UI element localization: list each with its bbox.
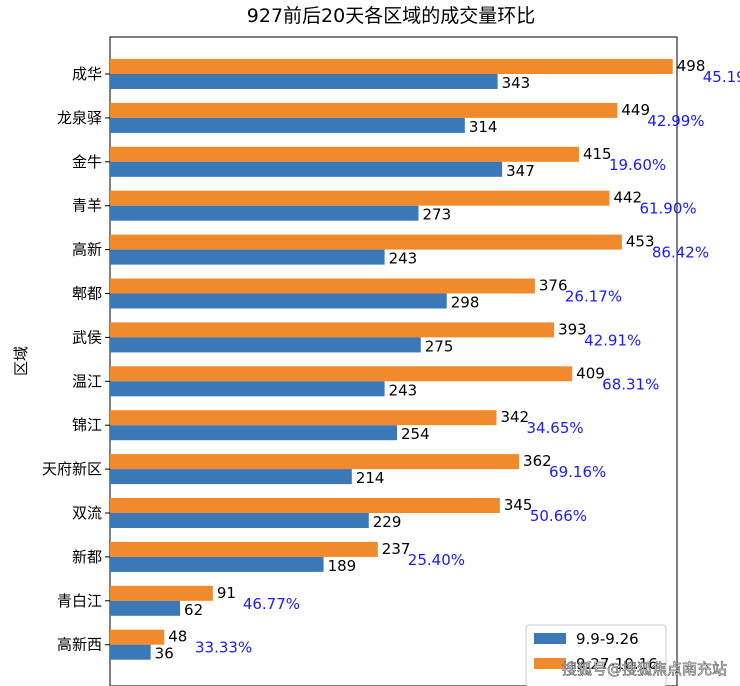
ratio-label: 33.33% [195,639,252,657]
y-tick-label: 高新西 [57,636,102,654]
data-label-series-2: 237 [382,540,411,558]
plot-frame [109,36,678,686]
data-label-series-2: 91 [217,584,236,602]
data-label-series-1: 214 [356,469,385,487]
bar-series-2 [110,190,610,206]
bar-series-2 [110,146,579,162]
bar-series-2 [110,59,673,74]
bar-series-2 [110,498,500,513]
ratio-label: 86.42% [652,244,709,262]
data-label-series-1: 347 [506,162,535,180]
legend: 9.9-9.26 9.27-10.16 [525,624,667,686]
data-label-series-1: 189 [328,557,357,575]
bar-series-1 [110,556,324,572]
y-tick-label: 武侯 [72,328,102,346]
bar-series-1 [110,337,421,353]
ratio-label: 34.65% [526,419,583,437]
data-label-series-2: 393 [558,320,587,338]
data-label-series-1: 243 [389,250,418,268]
bar-series-1 [110,74,498,89]
bar-series-1 [110,293,447,309]
y-tick-label: 新都 [72,548,102,566]
ratio-label: 69.16% [549,463,606,481]
bar-series-1 [110,425,398,441]
y-axis-label: 区域 [12,346,30,376]
ratio-label: 68.31% [602,375,659,393]
bar-series-1 [110,381,385,397]
ratio-label: 45.19% [703,68,740,86]
y-tick-label: 金牛 [72,153,102,171]
bar-series-2 [110,410,497,426]
data-label-series-2: 376 [539,277,568,295]
y-tick-label: 双流 [72,504,102,522]
data-label-series-1: 275 [425,337,454,355]
bar-series-2 [110,541,378,557]
value-labels: 498 343 45.19% 449 314 42.99% 415 347 19.60% 442 2… [155,57,740,663]
data-label-series-2: 442 [613,189,642,207]
bar-series-1 [110,600,181,616]
bar-series-2 [110,322,555,338]
bars [110,59,673,660]
data-label-series-2: 48 [168,628,187,646]
bar-series-1 [110,249,385,265]
data-label-series-1: 36 [155,645,174,663]
data-label-series-2: 362 [523,452,552,470]
data-label-series-1: 273 [422,206,451,224]
ratio-label: 42.91% [584,331,641,349]
ratio-label: 25.40% [408,551,465,569]
bar-series-2 [110,278,535,294]
y-tick-label: 龙泉驿 [57,109,102,127]
ratio-label: 19.60% [609,156,666,174]
data-label-series-2: 449 [621,101,650,119]
data-label-series-1: 314 [469,118,498,136]
bar-series-1 [110,469,352,485]
data-label-series-2: 409 [576,364,605,382]
bar-series-1 [110,161,503,177]
bar-series-2 [110,629,165,645]
ratio-label: 42.99% [647,112,704,130]
data-label-series-2: 453 [626,233,655,251]
y-tick-label: 高新 [72,241,102,259]
data-label-series-1: 62 [184,601,203,619]
y-tick-label: 郫都 [72,285,102,303]
ratio-label: 50.66% [530,507,587,525]
data-label-series-1: 343 [502,74,531,92]
data-label-series-2: 498 [677,57,706,75]
legend-label-series-2: 9.27-10.16 [576,655,658,673]
data-label-series-1: 254 [401,425,430,443]
legend-swatch-series-1 [534,633,566,644]
chart-title: 927前后20天各区域的成交量环比 [247,5,535,27]
bar-series-2 [110,366,573,382]
legend-swatch-series-2 [534,658,566,669]
data-label-series-1: 229 [373,513,402,531]
bar-series-2 [110,585,213,601]
data-label-series-1: 298 [451,294,480,312]
bar-series-1 [110,644,151,660]
data-label-series-2: 415 [583,145,612,163]
y-tick-label: 成华 [72,65,102,83]
watermark: 搜狐号@搜狐焦点南充站 [562,660,727,678]
data-label-series-2: 342 [500,408,529,426]
y-tick-label: 青羊 [72,197,102,215]
legend-label-series-1: 9.9-9.26 [576,630,639,648]
bar-series-1 [110,117,465,133]
bar-series-2 [110,102,618,118]
y-tick-label: 温江 [72,372,102,390]
y-tick-label: 青白江 [57,592,102,610]
bar-series-2 [110,454,520,470]
y-tick-label: 锦江 [72,416,102,434]
data-label-series-2: 345 [504,496,533,514]
bar-series-1 [110,205,419,221]
ratio-label: 61.90% [639,200,696,218]
bar-series-1 [110,513,369,528]
ratio-label: 26.17% [565,288,622,306]
ratio-label: 46.77% [243,595,300,613]
data-label-series-1: 243 [389,381,418,399]
y-tick-label: 天府新区 [42,460,102,478]
bar-series-2 [110,234,622,250]
